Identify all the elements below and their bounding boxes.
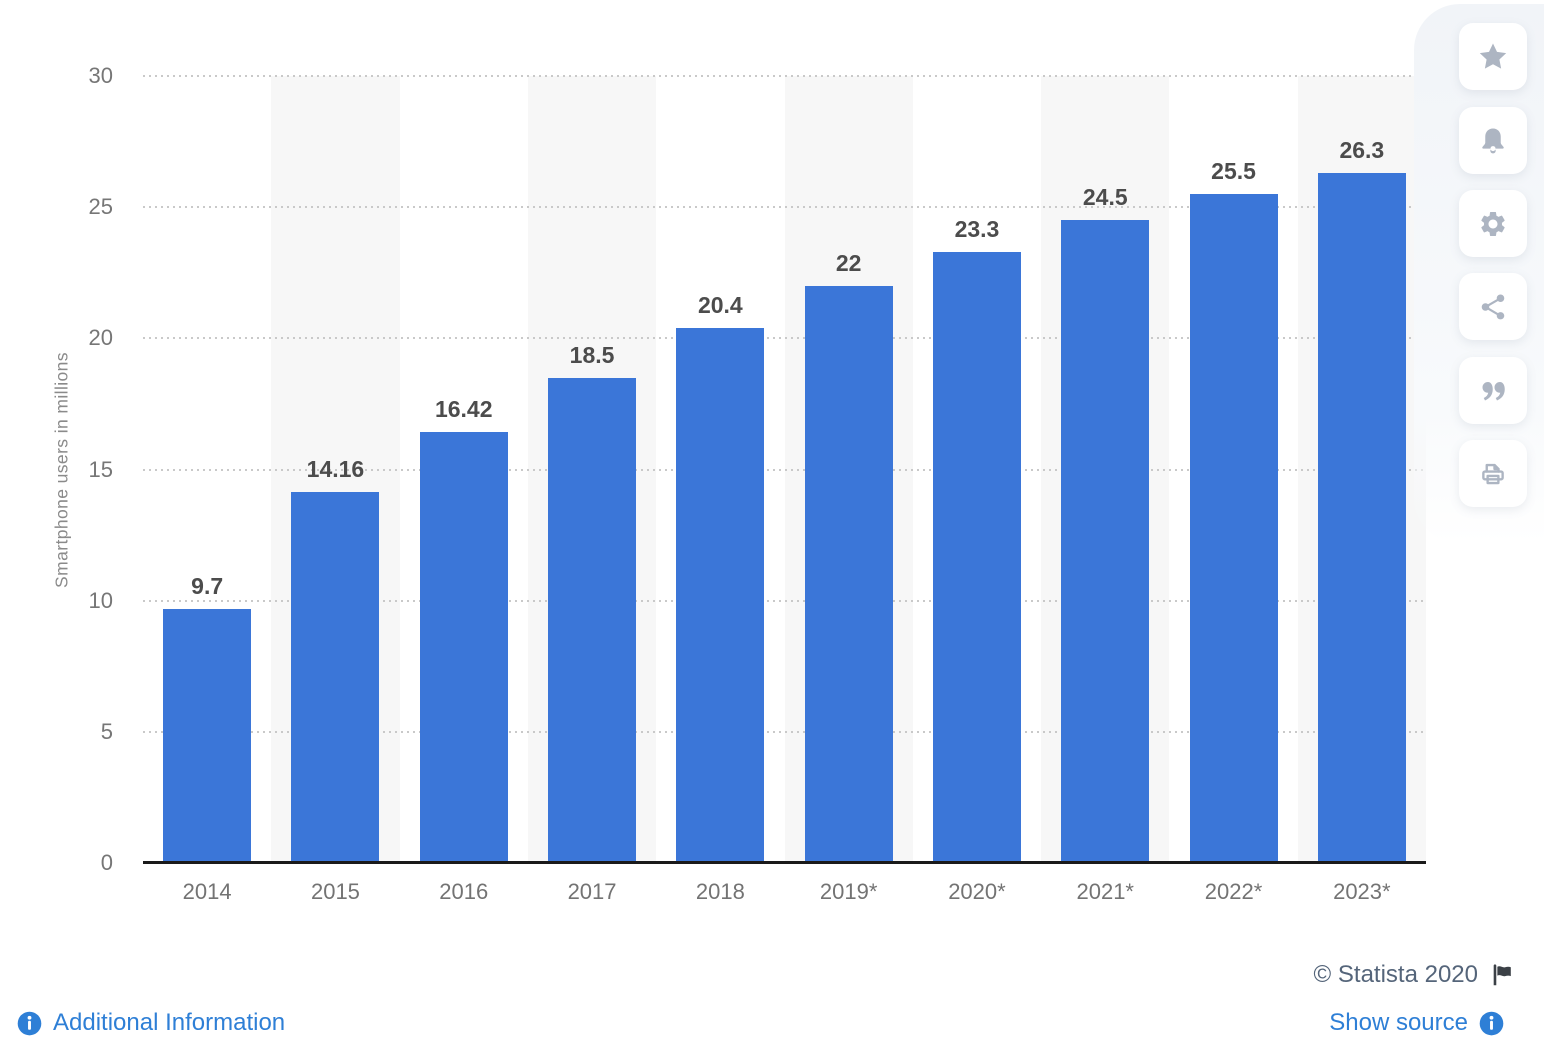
gridline — [143, 337, 1426, 340]
quote-icon — [1482, 381, 1505, 400]
y-tick-label: 20 — [88, 325, 113, 351]
gridline — [143, 468, 1426, 471]
bar-value-label: 24.5 — [1082, 184, 1128, 210]
share-button[interactable] — [1459, 273, 1527, 340]
x-tick-label: 2020* — [948, 879, 1006, 904]
flag-icon[interactable] — [1490, 962, 1516, 988]
gridline — [143, 75, 1426, 77]
x-tick-label: 2014 — [182, 879, 232, 904]
bar-value-label: 26.3 — [1339, 137, 1385, 163]
y-tick-label: 0 — [100, 850, 113, 875]
gridline — [143, 206, 1426, 209]
cite-button[interactable] — [1459, 357, 1527, 424]
y-tick-label: 15 — [88, 456, 113, 482]
star-icon — [1479, 43, 1507, 69]
copyright-text: © Statista 2020 — [1313, 961, 1478, 988]
bell-icon — [1482, 127, 1504, 153]
bar — [932, 252, 1021, 863]
bar-value-label: 20.4 — [697, 292, 743, 318]
x-tick-label: 2023* — [1333, 879, 1391, 904]
bar — [1061, 220, 1150, 863]
bar — [163, 609, 252, 863]
bar-value-label: 9.7 — [191, 573, 224, 599]
bar — [419, 432, 508, 863]
bar-value-label: 23.3 — [954, 216, 1000, 242]
bar — [291, 492, 380, 863]
bar — [548, 378, 637, 863]
gridline — [143, 599, 1426, 602]
y-tick-label: 30 — [88, 63, 113, 88]
notifications-button[interactable] — [1459, 107, 1527, 174]
additional-information-label: Additional Information — [53, 1009, 286, 1036]
info-icon — [1479, 1011, 1504, 1035]
print-button[interactable] — [1459, 440, 1527, 507]
x-axis-line — [143, 861, 1426, 864]
bar — [1317, 173, 1406, 863]
bar-value-label: 22 — [835, 250, 862, 276]
y-tick-label: 5 — [100, 718, 113, 744]
show-source-link[interactable]: Show source — [1329, 1006, 1505, 1040]
y-tick-label: 25 — [88, 194, 113, 220]
bar — [676, 328, 765, 863]
x-tick-label: 2015 — [310, 879, 360, 904]
x-tick-label: 2018 — [695, 879, 745, 904]
printer-icon — [1482, 463, 1504, 484]
x-tick-label: 2021* — [1076, 879, 1134, 904]
y-tick-label: 10 — [88, 587, 113, 613]
show-source-label: Show source — [1329, 1009, 1468, 1036]
bar-value-label: 16.42 — [434, 396, 493, 422]
gear-icon — [1481, 211, 1505, 236]
bar-value-label: 18.5 — [569, 342, 615, 368]
additional-information-link[interactable]: Additional Information — [16, 1006, 285, 1040]
bar — [1189, 194, 1278, 863]
x-tick-label: 2022* — [1204, 879, 1263, 904]
bar-value-label: 25.5 — [1211, 158, 1256, 184]
gridline — [143, 730, 1426, 733]
bar — [804, 286, 893, 863]
copyright: © Statista 2020 — [1314, 958, 1516, 992]
x-tick-label: 2016 — [439, 879, 489, 904]
y-axis-title: Smartphone users in millions — [51, 352, 72, 588]
share-icon — [1481, 294, 1505, 319]
bar-value-label: 14.16 — [306, 456, 365, 482]
favorite-button[interactable] — [1459, 23, 1527, 90]
info-icon — [17, 1011, 42, 1035]
x-tick-label: 2019* — [819, 879, 878, 904]
x-tick-label: 2017 — [567, 879, 617, 904]
settings-button[interactable] — [1459, 190, 1527, 257]
